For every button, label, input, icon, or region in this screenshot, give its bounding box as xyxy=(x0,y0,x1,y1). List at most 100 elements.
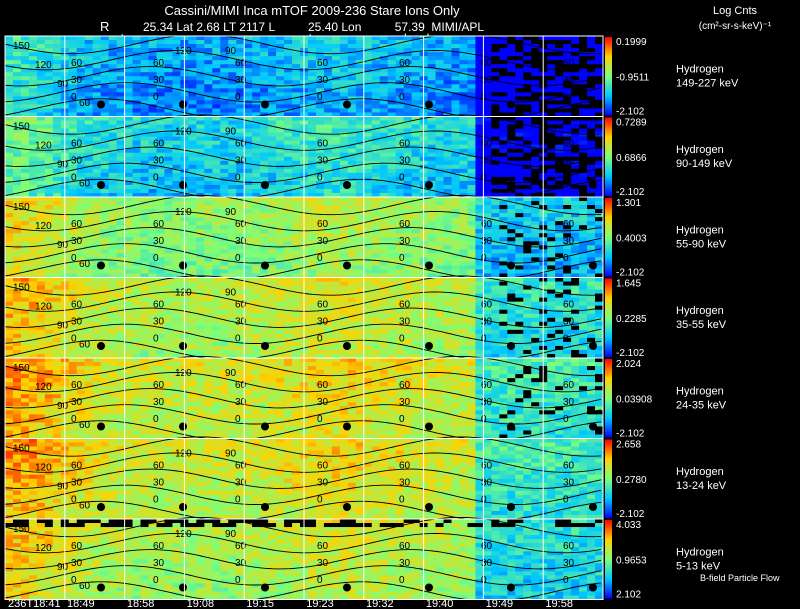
contour-label: 120 xyxy=(35,60,52,71)
contour-label: 0 xyxy=(235,173,241,184)
contour-label: 90 xyxy=(225,288,237,299)
planet-marker xyxy=(507,342,515,350)
contour-label: 0 xyxy=(481,575,487,586)
contour-label: 0 xyxy=(563,173,569,184)
planet-marker xyxy=(343,261,351,270)
contour-label: 30 xyxy=(317,478,329,489)
contour-label: 60 xyxy=(153,139,165,150)
colorbar xyxy=(605,520,612,599)
planet-marker xyxy=(179,583,187,592)
contour-label: 30 xyxy=(71,397,83,408)
contour-label: 30 xyxy=(153,156,165,167)
planet-marker xyxy=(425,181,433,189)
contour-label: 120 xyxy=(35,141,52,152)
contour-label: 0 xyxy=(153,334,159,345)
contour-label: 150 xyxy=(13,202,30,213)
contour-label: 0 xyxy=(153,92,159,103)
time-tick-label: 19:49 xyxy=(486,598,514,609)
contour-label: 30 xyxy=(317,558,329,569)
planet-marker xyxy=(179,422,187,431)
planet-marker xyxy=(507,503,515,511)
planet-marker xyxy=(261,261,269,270)
contour-label: 0 xyxy=(399,173,405,184)
contour-label: 90 xyxy=(57,401,69,412)
field-contours xyxy=(4,355,602,441)
contour-label: 60 xyxy=(563,139,575,150)
contour-label: 0 xyxy=(399,253,405,264)
contour-label: 60 xyxy=(399,58,411,69)
contour-label: 150 xyxy=(13,283,30,294)
contour-label: 90 xyxy=(57,562,69,573)
contour-label: 60 xyxy=(235,541,247,552)
contour-label: 90 xyxy=(57,79,69,90)
contour-label: 120 xyxy=(35,302,52,313)
contour-label: 0 xyxy=(563,253,569,264)
contour-label: 60 xyxy=(79,98,91,109)
contour-label: 0 xyxy=(399,495,405,506)
planet-marker xyxy=(425,100,433,109)
colorbar-max-label: 4.033 xyxy=(616,520,641,531)
contour-label: 30 xyxy=(481,478,493,489)
planet-marker xyxy=(261,100,269,109)
field-contours xyxy=(4,436,602,522)
colorbar-min-label: -2.102 xyxy=(616,187,645,198)
contour-label: 60 xyxy=(153,541,165,552)
planet-marker xyxy=(97,583,105,592)
contour-label: 60 xyxy=(317,139,329,150)
planet-marker xyxy=(343,100,351,109)
contour-labels: 1501209060603006030060300603006030060300… xyxy=(13,283,597,351)
contour-label: 60 xyxy=(71,219,83,230)
spectrogram-panel: 1501209060603006030060300603006030060300… xyxy=(4,436,727,522)
contour-label: 60 xyxy=(235,461,247,472)
time-axis: 236T18:41 18:49 18:58 19:08 19:15 19:23 19:32 1… xyxy=(8,598,573,609)
time-tick-label: 19:32 xyxy=(366,598,394,609)
contour-label: 60 xyxy=(153,461,165,472)
contour-label: 30 xyxy=(71,558,83,569)
contour-label: 30 xyxy=(71,478,83,489)
contour-label: 0 xyxy=(563,575,569,586)
contour-label: 60 xyxy=(317,380,329,391)
contour-label: 60 xyxy=(153,58,165,69)
planet-marker xyxy=(507,583,515,592)
contour-label: 60 xyxy=(71,461,83,472)
contour-label: 30 xyxy=(317,236,329,247)
energy-range-label: 13-24 keV xyxy=(676,480,727,492)
contour-label: 60 xyxy=(235,219,247,230)
contour-label: 30 xyxy=(71,75,83,86)
planet-marker xyxy=(97,100,105,109)
contour-label: 0 xyxy=(153,173,159,184)
contour-label: 30 xyxy=(399,236,411,247)
contour-label: 30 xyxy=(481,317,493,328)
contour-label: 60 xyxy=(317,461,329,472)
contour-label: 60 xyxy=(317,219,329,230)
colorbar-mid-label: 0.9653 xyxy=(616,555,647,566)
colorbar-mid-label: -0.9511 xyxy=(616,72,650,83)
time-tick-label: 19:58 xyxy=(545,598,573,609)
contour-label: 60 xyxy=(563,219,575,230)
contour-label: 0 xyxy=(317,495,323,506)
contour-label: 30 xyxy=(481,75,493,86)
energy-range-label: 90-149 keV xyxy=(676,158,733,170)
contour-label: 30 xyxy=(71,317,83,328)
contour-label: 60 xyxy=(235,300,247,311)
contour-label: 90 xyxy=(225,46,237,57)
contour-label: 150 xyxy=(13,122,30,133)
contour-label: 60 xyxy=(481,541,493,552)
energy-range-label: 149-227 keV xyxy=(676,77,739,89)
contour-label: 120 xyxy=(175,207,192,218)
contour-label: 120 xyxy=(175,449,192,460)
spectrogram-panel: 1501209060603006030060300603006030060300… xyxy=(4,275,727,361)
planet-marker xyxy=(589,422,597,431)
contour-label: 0 xyxy=(481,253,487,264)
contour-label: 0 xyxy=(399,92,405,103)
colorbar xyxy=(605,37,612,116)
contour-label: 60 xyxy=(317,58,329,69)
species-label: Hydrogen xyxy=(676,385,724,397)
contour-label: 120 xyxy=(35,221,52,232)
planet-marker xyxy=(343,422,351,431)
contour-label: 30 xyxy=(563,478,575,489)
contour-label: 30 xyxy=(481,236,493,247)
planet-marker xyxy=(589,261,597,270)
contour-labels: 1501209060603006030060300603006030060300… xyxy=(13,363,597,431)
